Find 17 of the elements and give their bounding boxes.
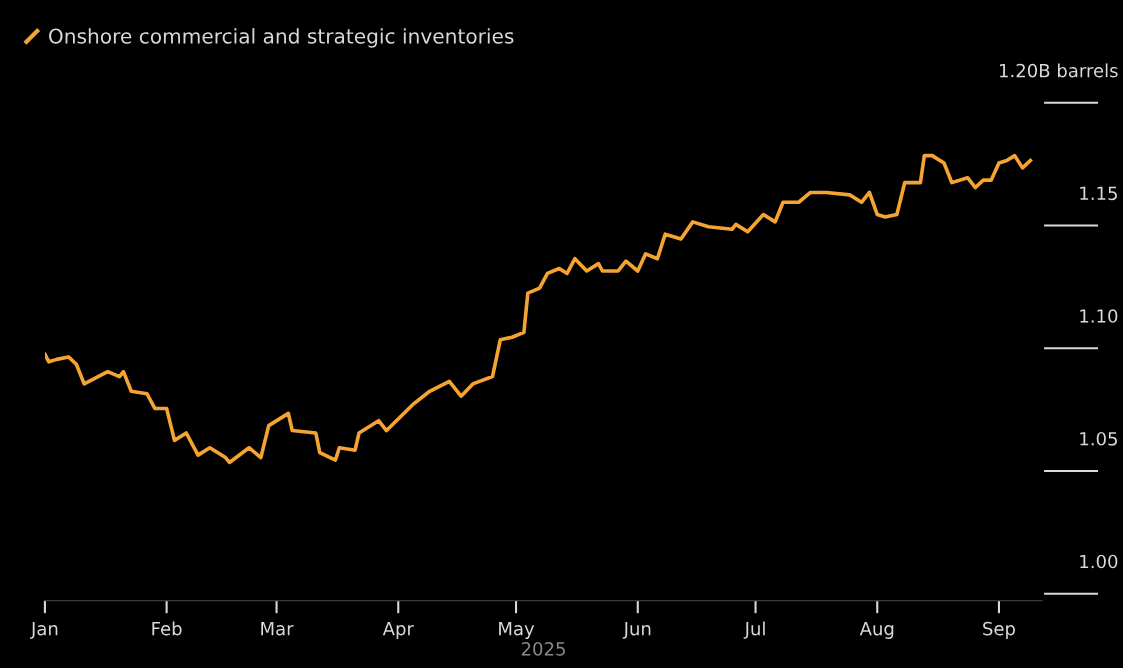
x-tick-label: Sep [983, 621, 1015, 639]
y-tick-label: 1.10 [1080, 309, 1118, 323]
line-series [44, 153, 1033, 465]
x-tick-label: Jan [30, 622, 58, 639]
x-tick-label: May [499, 622, 535, 639]
x-axis-title: 2025 [521, 642, 565, 656]
x-tick-label: Aug [859, 622, 894, 639]
x-tick-label: Jun [622, 622, 651, 639]
y-tick-label: 1.05 [1080, 431, 1117, 446]
x-tick-label: Mar [261, 622, 294, 636]
x-tick-label: Apr [382, 622, 414, 639]
y-tick-label: 1.00 [1080, 554, 1118, 569]
y-tick-label: 1.20B barrels [1000, 63, 1118, 78]
x-tick-label: Feb [152, 621, 182, 636]
x-tick-label: Jul [743, 621, 765, 639]
legend-label: Onshore commercial and strategic inventories [49, 28, 514, 48]
y-tick-label: 1.15 [1080, 186, 1117, 201]
